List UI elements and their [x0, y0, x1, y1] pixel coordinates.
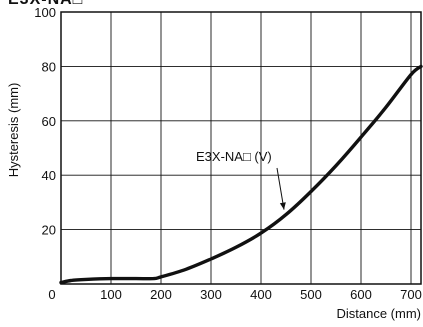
annotation-arrow — [276, 167, 285, 210]
y-tick-label: 20 — [42, 223, 56, 238]
annotation-arrowhead — [279, 202, 286, 210]
series-line — [59, 64, 423, 285]
x-tick-label: 500 — [300, 287, 322, 302]
y-tick-label: 100 — [34, 5, 56, 20]
series-annotation-label: E3X-NA□ (V) — [196, 149, 272, 164]
y-tick-label: 80 — [42, 59, 56, 74]
y-tick-label: 40 — [42, 168, 56, 183]
tick-labels: 0 100 200 300 400 500 600 700 20 40 60 80 100 — [34, 5, 422, 302]
x-tick-label: 700 — [400, 287, 422, 302]
y-axis-label: Hysteresis (mm) — [6, 83, 21, 178]
chart-caption: E3X-NA□ — [8, 0, 83, 9]
x-tick-label: 200 — [150, 287, 172, 302]
plot-frame — [60, 11, 422, 285]
x-tick-label: 0 — [48, 287, 55, 302]
x-axis-label: Distance (mm) — [336, 306, 421, 321]
grid — [61, 12, 421, 284]
x-tick-label: 400 — [250, 287, 272, 302]
x-tick-label: 600 — [350, 287, 372, 302]
x-tick-label: 300 — [200, 287, 222, 302]
y-tick-label: 60 — [42, 114, 56, 129]
x-tick-label: 100 — [100, 287, 122, 302]
